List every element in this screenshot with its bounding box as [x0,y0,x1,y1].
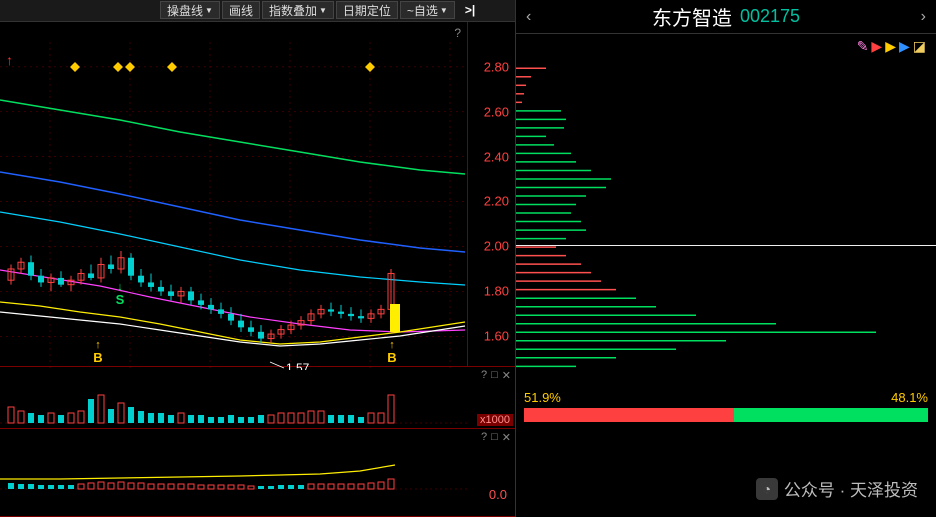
main-chart-svg: B↑S↓B↑1.57 [0,22,468,370]
tb-huaxian[interactable]: 画线 [222,1,260,19]
price-axis: 2.802.602.402.202.001.801.60 [467,22,515,366]
volume-panel-controls: ? □ ✕ [481,369,511,382]
stock-code: 002175 [740,6,800,27]
tb-zhishu[interactable]: 指数叠加▼ [262,1,334,19]
wechat-icon: ◔ [756,478,778,500]
ind-max-icon[interactable]: □ [491,431,498,444]
pct-right: 48.1% [891,390,928,405]
watermark-text: 公众号 · 天泽投资 [784,476,918,501]
percent-bar [524,408,928,422]
indicator-panel[interactable]: ? □ ✕ 0.0 [0,429,515,517]
right-body: 51.9% 48.1% ◔ 公众号 · 天泽投资 [516,34,936,517]
tb-caopanxian[interactable]: 操盘线▼ [160,1,220,19]
svg-text:B: B [387,350,396,365]
svg-text:S: S [116,292,125,307]
percent-row: 51.9% 48.1% [524,390,928,405]
svg-text:↑: ↑ [95,339,101,351]
pct-bar-red [524,408,734,422]
vol-help-icon[interactable]: ? [481,369,487,382]
pct-bar-green [734,408,928,422]
volume-svg [0,367,468,429]
pct-left: 51.9% [524,390,561,405]
nav-prev-icon[interactable]: ‹ [526,8,531,26]
stock-title: 东方智造 [652,2,732,31]
svg-text:↑: ↑ [389,339,395,351]
x1000-label: x1000 [477,414,513,426]
indicator-svg [0,429,468,513]
right-header: ‹ 东方智造 002175 › [516,0,936,34]
volume-panel[interactable]: ? □ ✕ x1000 [0,367,515,429]
nav-next-icon[interactable]: › [921,8,926,26]
tb-end-icon[interactable]: >| [461,3,479,17]
tb-riqi[interactable]: 日期定位 [336,1,398,19]
vol-max-icon[interactable]: □ [491,369,498,382]
vol-close-icon[interactable]: ✕ [502,369,511,382]
indicator-panel-controls: ? □ ✕ [481,431,511,444]
ind-close-icon[interactable]: ✕ [502,431,511,444]
right-column: ‹ 东方智造 002175 › ✎▶▶▶◪ 51.9% 48.1% ◔ 公众号 … [516,0,936,517]
watermark: ◔ 公众号 · 天泽投资 [756,476,918,501]
ind-help-icon[interactable]: ? [481,431,487,444]
zero-label: 0.0 [489,487,507,502]
toolbar: 操盘线▼ 画线 指数叠加▼ 日期定位 ~自选▼ >| [0,0,515,22]
volume-profile-svg [516,64,936,394]
svg-text:↓: ↓ [117,281,123,293]
svg-text:B: B [93,350,102,365]
main-chart[interactable]: ↑ ? B↑S↓B↑1.57 2.802.602.402.202.001.801… [0,22,515,367]
tb-zixuan[interactable]: ~自选▼ [400,1,455,19]
left-column: 操盘线▼ 画线 指数叠加▼ 日期定位 ~自选▼ >| ↑ ? B↑S↓B↑1.5… [0,0,516,517]
profile-separator [516,245,936,246]
